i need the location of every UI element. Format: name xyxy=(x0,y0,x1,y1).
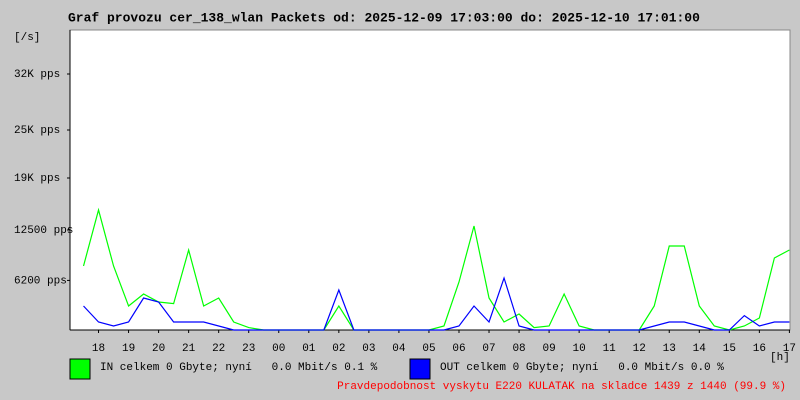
note: Pravdepodobnost vyskytu E220 KULATAK na … xyxy=(337,381,786,393)
x-tick-label: 18 xyxy=(92,343,105,355)
x-tick-label: 06 xyxy=(452,343,465,355)
series-line xyxy=(82,207,790,331)
x-unit: [h] xyxy=(770,352,790,364)
x-tick-label: 19 xyxy=(122,343,135,355)
series-line xyxy=(83,276,790,331)
x-tick-label: 21 xyxy=(182,343,196,355)
x-tick-label: 03 xyxy=(362,343,375,355)
y-tick-label: 32K pps xyxy=(14,69,60,81)
x-tick-label: 11 xyxy=(603,343,617,355)
x-tick-label: 00 xyxy=(272,343,285,355)
x-tick-label: 09 xyxy=(542,343,555,355)
x-tick-label: 23 xyxy=(242,343,255,355)
x-tick-label: 02 xyxy=(332,343,345,355)
x-tick-label: 20 xyxy=(152,343,165,355)
y-tick-label: 19K pps xyxy=(14,173,60,185)
legend-label: OUT celkem 0 Gbyte; nyní 0.0 Mbit/s 0.0 … xyxy=(440,362,724,374)
x-tick-label: 15 xyxy=(723,343,736,355)
x-tick-label: 04 xyxy=(392,343,406,355)
x-tick-label: 10 xyxy=(573,343,586,355)
legend-swatch xyxy=(69,358,91,380)
x-tick-label: 05 xyxy=(422,343,435,355)
legend-swatch xyxy=(409,358,431,380)
x-tick-label: 01 xyxy=(302,343,316,355)
y-tick-label: 25K pps xyxy=(14,125,60,137)
y-tick-label: 12500 pps xyxy=(14,225,73,237)
x-tick-label: 17 xyxy=(783,343,796,355)
chart-title: Graf provozu cer_138_wlan Packets od: 20… xyxy=(68,10,700,25)
x-tick-label: 07 xyxy=(482,343,495,355)
plot-area xyxy=(69,29,791,331)
x-tick-label: 16 xyxy=(753,343,766,355)
x-tick-label: 22 xyxy=(212,343,225,355)
x-tick-label: 12 xyxy=(633,343,646,355)
x-tick-label: 08 xyxy=(512,343,525,355)
y-tick-label: 6200 pps xyxy=(14,275,67,287)
legend-label: IN celkem 0 Gbyte; nyní 0.0 Mbit/s 0.1 % xyxy=(100,362,378,374)
x-tick-label: 14 xyxy=(693,343,707,355)
x-tick-label: 13 xyxy=(663,343,676,355)
y-unit: [/s] xyxy=(14,32,40,44)
